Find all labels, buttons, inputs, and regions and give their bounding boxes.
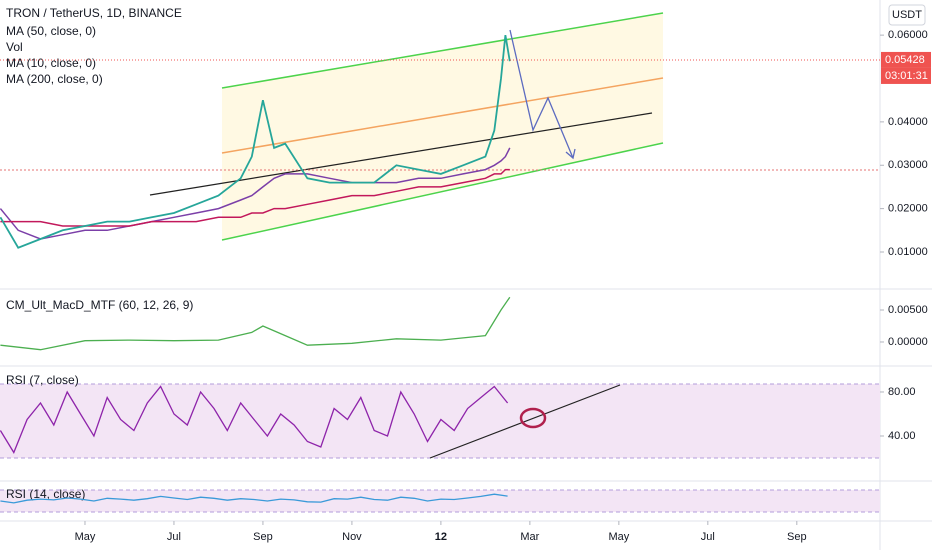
y-tick-label: 0.01000 [888, 246, 928, 258]
series-line [0, 168, 510, 227]
channel-line [221, 142, 664, 241]
series-line [0, 385, 509, 454]
legend-entry: MA (50, close, 0) [6, 24, 96, 38]
channel-fill [222, 13, 663, 240]
series-line [0, 147, 511, 240]
y-tick-label: 40.00 [888, 430, 916, 442]
series-line [0, 493, 508, 504]
x-tick-label: May [608, 531, 629, 543]
legend-entry: Vol [6, 40, 23, 54]
last-price-box [881, 51, 931, 68]
last-price-label: 0.05428 [885, 54, 925, 66]
x-tick-label: Jul [167, 531, 181, 543]
y-tick-label: 0.04000 [888, 116, 928, 128]
y-tick-label: 0.00000 [888, 336, 928, 348]
y-tick-label: 80.00 [888, 386, 916, 398]
currency-label[interactable]: USDT [892, 9, 922, 21]
y-tick-label: 0.03000 [888, 159, 928, 171]
series-line [0, 296, 511, 351]
legend-entry: MA (200, close, 0) [6, 72, 103, 86]
series-line [0, 34, 511, 249]
y-tick-label: 0.00500 [888, 304, 928, 316]
panel-title: CM_Ult_MacD_MTF (60, 12, 26, 9) [6, 298, 193, 312]
x-tick-label: Mar [520, 531, 539, 543]
panel-title: RSI (7, close) [6, 373, 79, 387]
countdown-label: 03:01:31 [885, 70, 928, 82]
currency-button[interactable] [888, 4, 926, 26]
x-tick-label: Jul [701, 531, 715, 543]
chart-title: TRON / TetherUS, 1D, BINANCE [6, 6, 182, 20]
x-tick-label: May [75, 531, 96, 543]
countdown-box [881, 67, 931, 84]
channel-mid [221, 77, 664, 154]
x-tick-label: 12 [435, 531, 447, 543]
rsi-trend-line [429, 384, 621, 459]
x-tick-label: Sep [253, 531, 273, 543]
rsi-band [0, 490, 880, 512]
legend-entry: MA (10, close, 0) [6, 56, 96, 70]
y-tick-label: 0.02000 [888, 203, 928, 215]
arrow-head [565, 148, 576, 160]
channel-line [221, 12, 664, 89]
projection-path [509, 29, 574, 159]
x-tick-label: Nov [342, 531, 362, 543]
highlight-ellipse [519, 407, 547, 429]
x-tick-label: Sep [787, 531, 807, 543]
trend-line [149, 112, 653, 196]
y-tick-label: 0.06000 [888, 29, 928, 41]
